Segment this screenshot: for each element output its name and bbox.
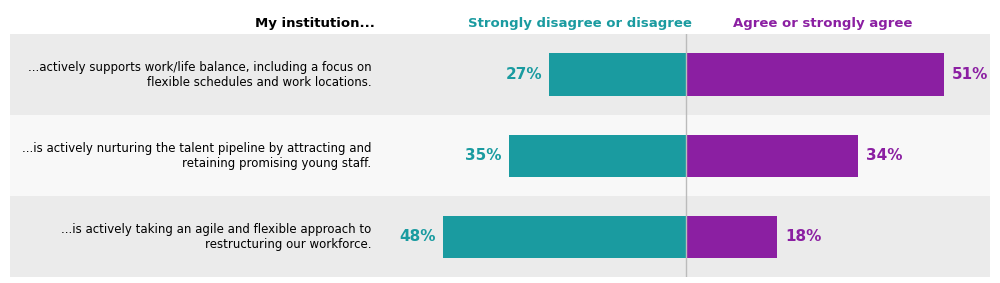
Bar bbox=[509, 134, 686, 177]
Text: ...is actively taking an agile and flexible approach to
restructuring our workfo: ...is actively taking an agile and flexi… bbox=[61, 223, 371, 251]
FancyBboxPatch shape bbox=[382, 196, 990, 277]
FancyBboxPatch shape bbox=[10, 115, 382, 196]
Text: 35%: 35% bbox=[465, 148, 501, 163]
Text: Strongly disagree or disagree: Strongly disagree or disagree bbox=[468, 17, 692, 30]
FancyBboxPatch shape bbox=[10, 34, 382, 115]
Text: ...is actively nurturing the talent pipeline by attracting and
retaining promisi: ...is actively nurturing the talent pipe… bbox=[22, 142, 371, 170]
Text: 48%: 48% bbox=[399, 229, 436, 244]
Bar bbox=[549, 53, 686, 96]
Bar bbox=[443, 216, 686, 258]
Bar bbox=[686, 134, 858, 177]
Text: My institution...: My institution... bbox=[255, 17, 375, 30]
FancyBboxPatch shape bbox=[10, 196, 382, 277]
Text: 34%: 34% bbox=[866, 148, 902, 163]
Bar bbox=[686, 216, 777, 258]
Text: 51%: 51% bbox=[952, 67, 988, 82]
Text: ...actively supports work/life balance, including a focus on
flexible schedules : ...actively supports work/life balance, … bbox=[28, 61, 371, 89]
FancyBboxPatch shape bbox=[382, 115, 990, 196]
Text: 27%: 27% bbox=[505, 67, 542, 82]
Text: 18%: 18% bbox=[785, 229, 821, 244]
Bar bbox=[686, 53, 944, 96]
Text: Agree or strongly agree: Agree or strongly agree bbox=[733, 17, 913, 30]
FancyBboxPatch shape bbox=[382, 34, 990, 115]
